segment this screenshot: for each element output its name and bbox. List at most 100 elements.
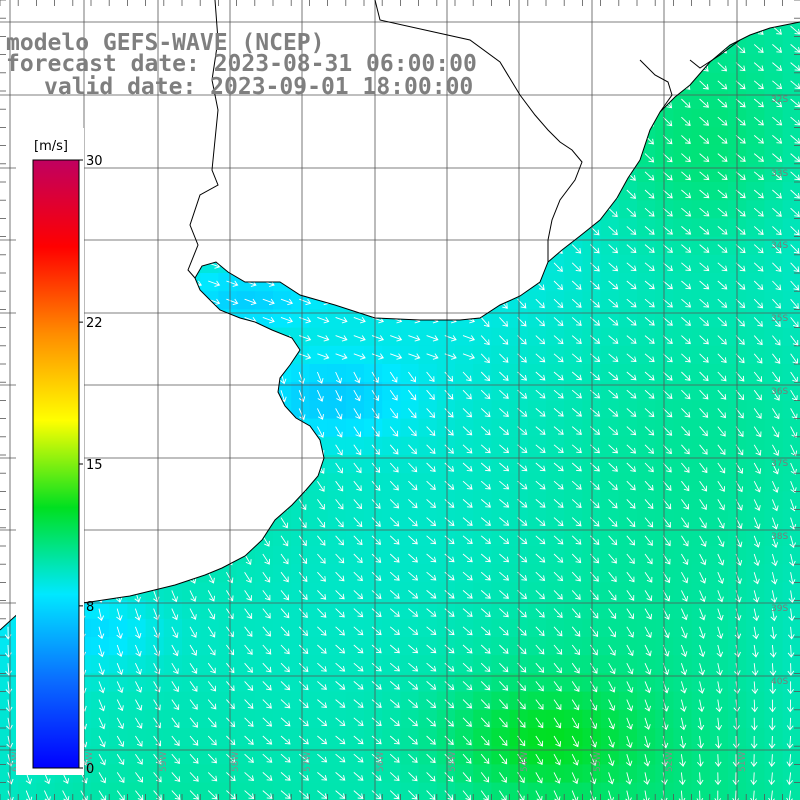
wind-arrow [262, 626, 272, 637]
wind-cell [273, 163, 292, 183]
wind-cell [673, 709, 693, 729]
wind-cell [109, 109, 128, 128]
wind-arrow [699, 25, 709, 36]
wind-cell [436, 200, 456, 219]
wind-cell [0, 0, 19, 19]
wind-arrow [134, 681, 143, 693]
wind-cell [0, 436, 19, 456]
wind-cell [72, 109, 92, 128]
wind-arrow [590, 171, 599, 182]
wind-arrow [697, 717, 705, 731]
latitude-label: 36S [771, 387, 788, 397]
wind-arrow [371, 753, 382, 763]
wind-cell [782, 54, 800, 74]
wind-cell [309, 182, 329, 201]
wind-cell [709, 655, 729, 674]
wind-cell [109, 400, 128, 420]
wind-arrow [390, 353, 403, 360]
wind-arrow [389, 499, 400, 509]
wind-cell [746, 0, 765, 19]
wind-arrow [335, 207, 348, 215]
wind-arrow [171, 262, 184, 269]
wind-cell [254, 145, 274, 165]
wind-cell [0, 728, 19, 747]
wind-arrow [408, 681, 419, 690]
wind-cell [127, 200, 147, 219]
wind-cell [254, 182, 274, 201]
latitude-label: 33S [771, 169, 788, 179]
wind-arrow [317, 590, 327, 600]
wind-arrow [189, 772, 199, 782]
wind-arrow [790, 444, 798, 457]
wind-arrow [226, 353, 239, 360]
wind-cell [491, 36, 511, 56]
wind-cell [109, 473, 128, 492]
wind-arrow [371, 353, 385, 360]
wind-cell [527, 200, 547, 219]
wind-cell [728, 728, 747, 747]
wind-arrow [753, 408, 762, 419]
wind-cell [54, 109, 74, 128]
wind-cell [145, 254, 165, 274]
wind-cell [291, 436, 310, 456]
wind-arrow [244, 772, 255, 781]
wind-arrow [226, 8, 237, 14]
wind-cell [91, 582, 110, 602]
wind-cell [236, 509, 256, 529]
wind-arrow [499, 371, 509, 381]
wind-arrow [116, 626, 123, 639]
wind-arrow [426, 735, 436, 745]
wind-arrow [608, 62, 616, 74]
wind-cell [163, 109, 183, 128]
wind-arrow [371, 280, 385, 287]
wind-arrow [735, 317, 746, 327]
wind-arrow [752, 608, 760, 622]
wind-arrow [371, 735, 382, 745]
wind-arrow [426, 116, 439, 124]
wind-cell [782, 746, 800, 765]
latitude-label: 32S [771, 95, 788, 105]
wind-arrow [772, 280, 782, 291]
wind-arrow [768, 717, 776, 731]
wind-arrow [335, 280, 348, 287]
wind-cell [200, 473, 219, 492]
wind-arrow [535, 408, 546, 417]
wind-arrow [608, 517, 618, 527]
wind-arrow [462, 153, 476, 160]
wind-cell [782, 691, 800, 711]
wind-arrow [171, 717, 180, 729]
wind-arrow [535, 298, 545, 309]
wind-arrow [608, 662, 616, 675]
wind-arrow [153, 189, 166, 196]
wind-arrow [426, 153, 439, 160]
wind-arrow [499, 644, 509, 654]
wind-arrow [753, 98, 764, 108]
wind-arrow [699, 626, 706, 639]
wind-cell [746, 582, 765, 602]
wind-cell [473, 163, 492, 183]
wind-cell [254, 200, 274, 219]
wind-arrow [790, 298, 799, 309]
wind-cell [91, 728, 110, 747]
wind-cell [600, 691, 620, 711]
wind-arrow [153, 335, 166, 342]
wind-arrow [444, 225, 457, 233]
wind-arrow [225, 517, 233, 530]
wind-cell [145, 218, 165, 238]
wind-arrow [389, 608, 400, 617]
wind-cell [0, 400, 19, 420]
wind-arrow [735, 207, 746, 217]
wind-arrow [571, 426, 582, 435]
wind-cell [328, 0, 347, 19]
wind-arrow [535, 480, 546, 490]
wind-arrow [280, 244, 294, 251]
wind-arrow [280, 790, 291, 799]
wind-cell [273, 291, 292, 310]
wind-arrow [335, 316, 348, 324]
wind-arrow [590, 98, 598, 110]
wind-arrow [244, 353, 257, 360]
wind-arrow [262, 462, 270, 475]
wind-cell [200, 782, 219, 800]
wind-arrow [261, 408, 269, 421]
wind-cell [291, 254, 310, 274]
